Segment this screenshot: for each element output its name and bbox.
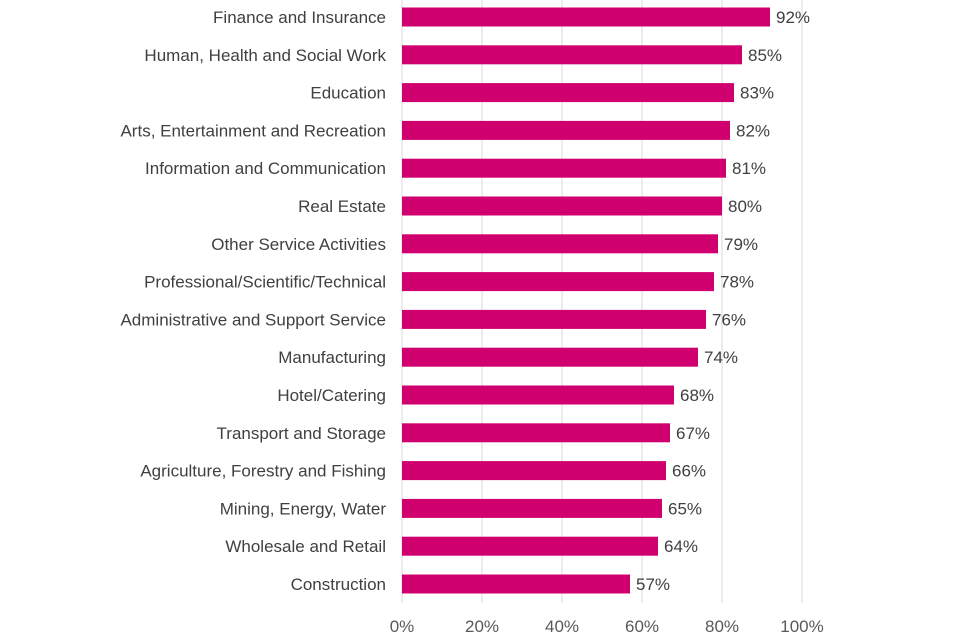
category-label: Mining, Energy, Water [220, 499, 387, 518]
x-tick-label: 40% [545, 617, 579, 636]
bar [402, 309, 706, 329]
category-label: Other Service Activities [211, 235, 386, 254]
category-label: Information and Communication [145, 159, 386, 178]
bar [402, 536, 658, 556]
value-label: 92% [776, 8, 810, 27]
bar [402, 7, 770, 27]
bar [402, 158, 726, 178]
category-label: Real Estate [298, 197, 386, 216]
bar [402, 574, 630, 594]
category-label: Finance and Insurance [213, 8, 386, 27]
value-label: 57% [636, 575, 670, 594]
bar [402, 385, 674, 405]
category-label: Agriculture, Forestry and Fishing [140, 462, 386, 481]
value-label: 80% [728, 197, 762, 216]
value-label: 79% [724, 235, 758, 254]
category-labels: Finance and Insurance Human, Health and S… [120, 8, 386, 594]
x-axis-tick-labels: 0% 20% 40% 60% 80% 100% [390, 617, 824, 636]
bar [402, 423, 670, 443]
category-label: Education [310, 84, 386, 103]
bar [402, 234, 718, 254]
bar [402, 461, 666, 481]
value-labels: 92% 85% 83% 82% 81% 80% 79% 78% 76% 74% 68% 67% 66% 6… [636, 8, 810, 594]
value-label: 81% [732, 159, 766, 178]
value-label: 74% [704, 348, 738, 367]
bar [402, 45, 742, 65]
category-label: Manufacturing [278, 348, 386, 367]
bar [402, 347, 698, 367]
value-label: 65% [668, 499, 702, 518]
bar [402, 272, 714, 292]
value-label: 67% [676, 424, 710, 443]
x-tick-label: 80% [705, 617, 739, 636]
category-label: Transport and Storage [217, 424, 386, 443]
value-label: 76% [712, 310, 746, 329]
x-tick-label: 0% [390, 617, 415, 636]
value-label: 83% [740, 84, 774, 103]
value-label: 82% [736, 121, 770, 140]
value-label: 85% [748, 46, 782, 65]
category-label: Hotel/Catering [277, 386, 386, 405]
category-label: Professional/Scientific/Technical [144, 273, 386, 292]
value-label: 66% [672, 462, 706, 481]
bars [402, 7, 770, 594]
x-tick-label: 20% [465, 617, 499, 636]
bar [402, 120, 730, 140]
category-label: Wholesale and Retail [225, 537, 386, 556]
category-label: Construction [291, 575, 386, 594]
bar [402, 498, 662, 518]
value-label: 78% [720, 273, 754, 292]
x-tick-label: 100% [780, 617, 823, 636]
x-tick-label: 60% [625, 617, 659, 636]
bar [402, 196, 722, 216]
category-label: Human, Health and Social Work [144, 46, 386, 65]
category-label: Administrative and Support Service [120, 310, 386, 329]
bar [402, 83, 734, 103]
category-label: Arts, Entertainment and Recreation [120, 121, 386, 140]
value-label: 64% [664, 537, 698, 556]
value-label: 68% [680, 386, 714, 405]
